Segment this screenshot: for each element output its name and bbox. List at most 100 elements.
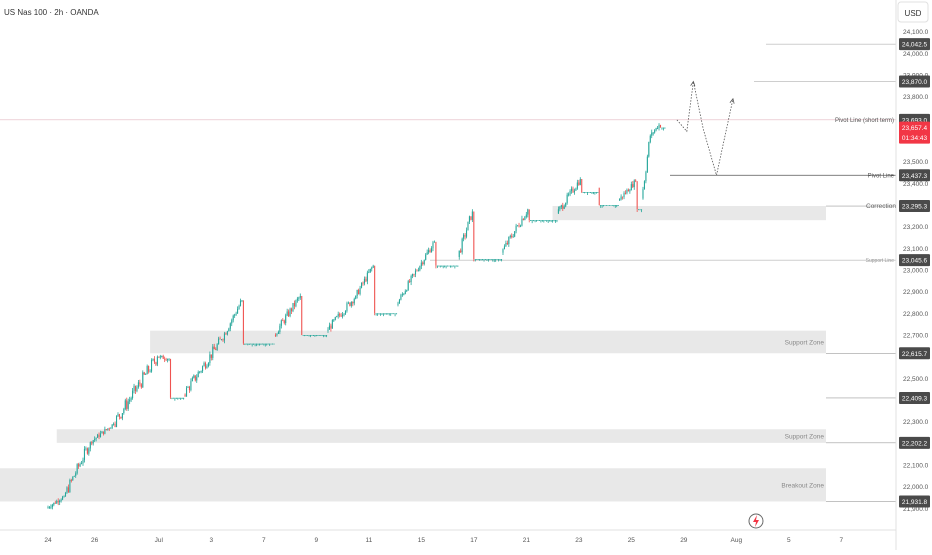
candle-body — [500, 259, 503, 260]
price-tag-label: 22,202.2 — [902, 440, 928, 447]
candle-body — [197, 372, 199, 378]
candle-body — [272, 343, 274, 345]
candle-body — [264, 343, 266, 345]
candle-body — [410, 275, 412, 283]
candle-body — [204, 363, 207, 369]
candle-body — [451, 265, 453, 267]
candle-body — [458, 250, 460, 257]
candle-body — [384, 313, 386, 315]
candle-body — [263, 343, 265, 345]
candle-body — [288, 311, 290, 317]
candle-body — [162, 355, 164, 359]
candle-body — [47, 507, 49, 509]
candle-body — [299, 296, 301, 298]
candle-body — [190, 381, 192, 391]
time-tick-label: 15 — [418, 537, 426, 544]
candle-body — [591, 192, 593, 193]
candle-body — [215, 349, 217, 350]
chart-title: US Nas 100 · 2h · OANDA — [4, 8, 99, 17]
candle-body — [342, 314, 344, 317]
candle-body — [242, 300, 244, 344]
candle-body — [171, 397, 173, 399]
candle-body — [232, 315, 234, 321]
time-tick-label: 24 — [44, 537, 52, 544]
candle-body — [213, 346, 215, 350]
candle-body — [202, 366, 204, 372]
candle-body — [312, 335, 314, 336]
candle-body — [664, 127, 666, 129]
price-tag — [899, 200, 930, 213]
candle-body — [146, 366, 148, 375]
candle-body — [659, 124, 662, 128]
candle-body — [624, 193, 627, 194]
candle-body — [169, 358, 172, 398]
candle-body — [444, 265, 446, 267]
candle-body — [53, 502, 55, 505]
candle-body — [145, 374, 147, 375]
candle-body — [296, 298, 298, 301]
price-tag — [899, 254, 930, 267]
price-tag — [899, 169, 930, 182]
time-axis[interactable]: 24 26 Jul 3 7 9 11 15 17 21 23 25 29 Aug 5 7 — [44, 537, 843, 544]
candle-body — [565, 202, 567, 207]
candle-body — [482, 259, 484, 260]
candle-body — [318, 335, 320, 336]
candle-body — [353, 298, 355, 304]
price-tick-label: 24,100.0 — [903, 29, 929, 36]
candle-body — [235, 313, 237, 315]
candle-body — [381, 313, 383, 315]
countdown-label: 01:34:43 — [902, 135, 928, 142]
candle-body — [627, 189, 629, 192]
candle-body — [199, 371, 201, 373]
lightning-icon[interactable] — [748, 513, 764, 529]
candle-body — [639, 209, 641, 211]
candle-body — [253, 343, 255, 345]
projection-arrowhead — [690, 80, 696, 87]
candle-body — [150, 360, 153, 372]
candle-body — [479, 259, 481, 260]
candle-body — [595, 192, 597, 193]
candle-body — [576, 182, 578, 189]
candle-body — [378, 313, 380, 315]
candle-body — [569, 190, 571, 195]
candle-body — [463, 234, 465, 239]
candle-body — [54, 502, 56, 504]
candle-body — [417, 270, 419, 272]
candle-body — [290, 308, 293, 312]
candle-body — [191, 377, 193, 382]
candle-body — [499, 259, 501, 260]
currency-badge[interactable] — [897, 1, 929, 23]
candle-body — [293, 302, 296, 307]
candle-body — [130, 398, 132, 400]
candle-body — [218, 338, 220, 345]
price-tag-label: 23,295.3 — [902, 204, 928, 211]
zone-band — [552, 206, 826, 221]
candle-body — [344, 311, 347, 314]
candle-body — [428, 250, 430, 253]
candle-body — [626, 189, 628, 194]
candle-body — [512, 236, 514, 238]
candle-body — [556, 220, 558, 221]
candle-body — [575, 188, 577, 191]
candle-body — [78, 464, 80, 467]
candle-body — [228, 328, 230, 332]
projection-arrowhead — [729, 97, 735, 104]
candle-body — [658, 124, 660, 128]
candle-body — [142, 372, 144, 388]
candle-body — [340, 315, 342, 317]
candle-body — [496, 259, 498, 260]
candle-body — [391, 313, 393, 315]
candle-body — [156, 356, 158, 365]
candle-body — [183, 397, 185, 399]
candle-body — [601, 205, 603, 206]
candle-body — [286, 311, 288, 316]
price-tag-label: 23,693.0 — [902, 117, 928, 124]
candle-body — [552, 220, 554, 221]
candle-body — [409, 281, 411, 283]
candle-body — [302, 335, 304, 336]
candle-body — [433, 241, 435, 243]
candle-body — [642, 189, 644, 199]
candle-body — [572, 188, 574, 193]
